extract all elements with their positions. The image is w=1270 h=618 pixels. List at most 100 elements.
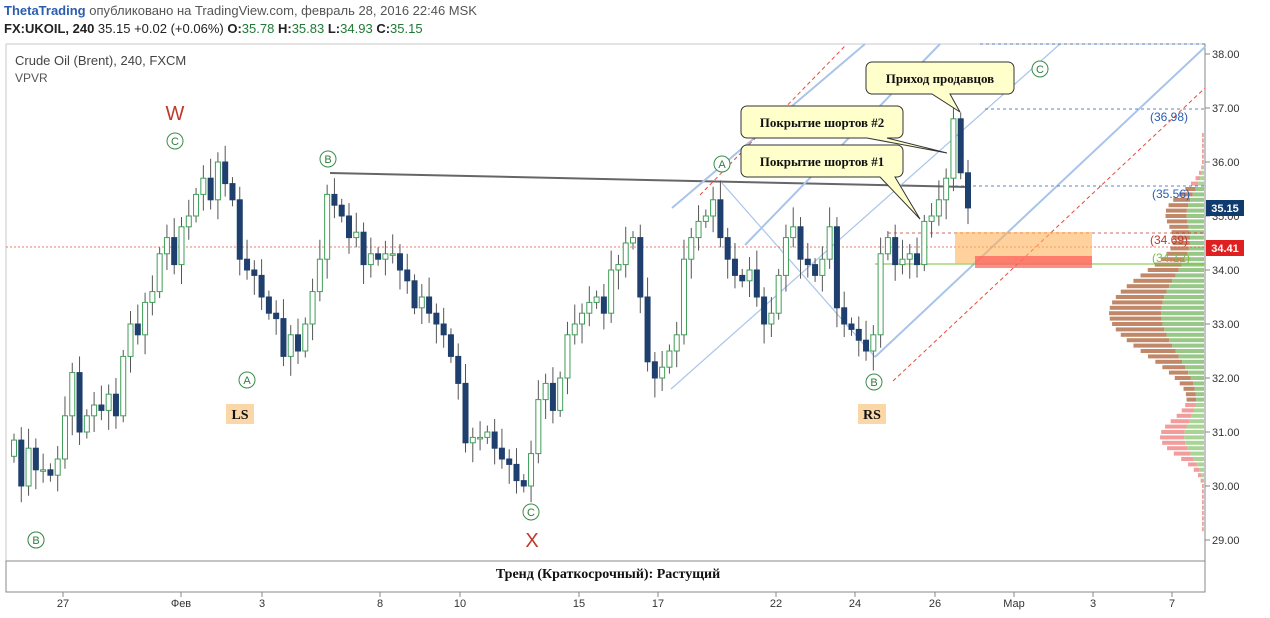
close-label: C: (376, 21, 391, 36)
candle (302, 323, 309, 352)
vp-bar-sell (1181, 408, 1194, 413)
vp-bar-buy (1185, 440, 1204, 445)
candle (25, 447, 32, 487)
vp-bar-sell (1202, 516, 1204, 521)
vp-bar-buy (1172, 343, 1204, 348)
candle (564, 334, 571, 379)
vp-bar-buy (1178, 354, 1204, 359)
vp-bar-buy (1196, 462, 1204, 467)
vp-bar-buy (1184, 435, 1204, 440)
vp-bar-sell (1185, 392, 1196, 397)
vp-bar-sell (1120, 289, 1167, 294)
vp-bar-sell (1148, 354, 1179, 359)
vp-bar-sell (1165, 424, 1187, 429)
callouts: Приход продавцов Покрытие шортов #2 Покр… (740, 61, 1015, 220)
red-dashed-lower (892, 87, 1206, 382)
vp-bar-sell (1166, 251, 1188, 256)
candle (280, 318, 287, 357)
candle (258, 274, 265, 298)
vp-bar-buy (1162, 322, 1204, 326)
x-tick-label: 10 (454, 598, 466, 610)
vp-bar-buy (1175, 273, 1204, 278)
wave-circle (166, 132, 184, 150)
candle (18, 439, 25, 487)
vp-bar-buy (1188, 370, 1204, 375)
candle (32, 447, 39, 471)
vp-bar-sell (1202, 133, 1204, 137)
candle (644, 296, 651, 363)
candle (316, 258, 323, 293)
vp-bar-sell (1168, 203, 1189, 208)
vp-bar-buy (1199, 467, 1204, 472)
callout-sellers-text: Приход продавцов (886, 71, 994, 86)
x-tick-label: Мар (1003, 598, 1025, 610)
level-label-4: (34.12) (1152, 251, 1190, 265)
candle (251, 269, 258, 276)
vp-bar-buy (1198, 181, 1204, 186)
candle (848, 323, 855, 330)
vp-bar-buy (1182, 359, 1204, 364)
vp-bar-buy (1184, 430, 1204, 434)
vp-bar-sell (1170, 246, 1189, 251)
candle (608, 269, 615, 314)
vp-bar-sell (1188, 462, 1197, 467)
candle (382, 253, 389, 260)
vp-bar-sell (1162, 440, 1186, 445)
candle (462, 382, 469, 444)
callout-short1-text: Покрытие шортов #1 (760, 154, 885, 169)
candle (702, 215, 709, 222)
vp-bar-buy (1191, 413, 1204, 418)
y-tick-label: 36.00 (1212, 157, 1240, 169)
x-tick-label: 3 (259, 598, 265, 610)
candle (156, 253, 163, 293)
vp-bar-buy (1178, 268, 1204, 272)
vp-bar-buy (1203, 494, 1204, 499)
vp-bar-buy (1203, 138, 1204, 143)
vp-bar-buy (1190, 376, 1204, 380)
vp-bar-sell (1161, 430, 1185, 434)
candle (83, 415, 90, 433)
close-value: 35.15 (390, 21, 423, 36)
time-scale: 27 Фев 3 8 10 15 17 22 24 26 Мар 3 7 (57, 592, 1175, 610)
candle (338, 204, 345, 217)
publish-info: ThetaTrading опубликовано на TradingView… (4, 3, 477, 18)
open-value: 35.78 (241, 21, 275, 36)
callout-short1 (740, 144, 921, 220)
wave-B-label: B (870, 377, 877, 389)
wave-X-label: X (525, 530, 538, 552)
candle (426, 296, 433, 314)
candle (775, 274, 782, 314)
candles (11, 102, 971, 503)
vp-bar-buy (1189, 241, 1204, 245)
x-tick-label: Фев (171, 598, 191, 610)
candle (47, 469, 54, 476)
candle (746, 269, 753, 282)
y-tick-label: 32.00 (1212, 373, 1240, 385)
wave-W-label: W (166, 103, 185, 125)
vp-bar-sell (1170, 419, 1190, 424)
author-name[interactable]: ThetaTrading (4, 3, 86, 18)
chart-title: Crude Oil (Brent), 240, FXCM (15, 53, 186, 68)
vp-bar-sell (1133, 343, 1173, 348)
candle (69, 372, 76, 417)
y-tick-label: 31.00 (1212, 427, 1240, 439)
candle (324, 193, 331, 260)
x-tick-label: 8 (377, 598, 383, 610)
vp-bar-sell (1109, 311, 1162, 316)
vp-bar-buy (1161, 311, 1204, 316)
vp-bar-buy (1203, 500, 1204, 505)
candle (418, 296, 425, 309)
callout-short2-text: Покрытие шортов #2 (760, 115, 885, 130)
trend-footer: Тренд (Краткосрочный): Растущий (496, 567, 720, 582)
vp-bar-sell (1174, 376, 1191, 380)
candle (673, 334, 680, 352)
level-label-3: (34.69) (1150, 233, 1188, 247)
vp-bar-buy (1185, 365, 1204, 370)
vp-bar-buy (1162, 300, 1204, 305)
vp-bar-buy (1193, 408, 1204, 413)
vp-bar-sell (1120, 332, 1167, 337)
wave-labels: WXCABCBABCB (27, 60, 1049, 552)
vp-bar-sell (1202, 489, 1204, 494)
candle (222, 161, 229, 185)
